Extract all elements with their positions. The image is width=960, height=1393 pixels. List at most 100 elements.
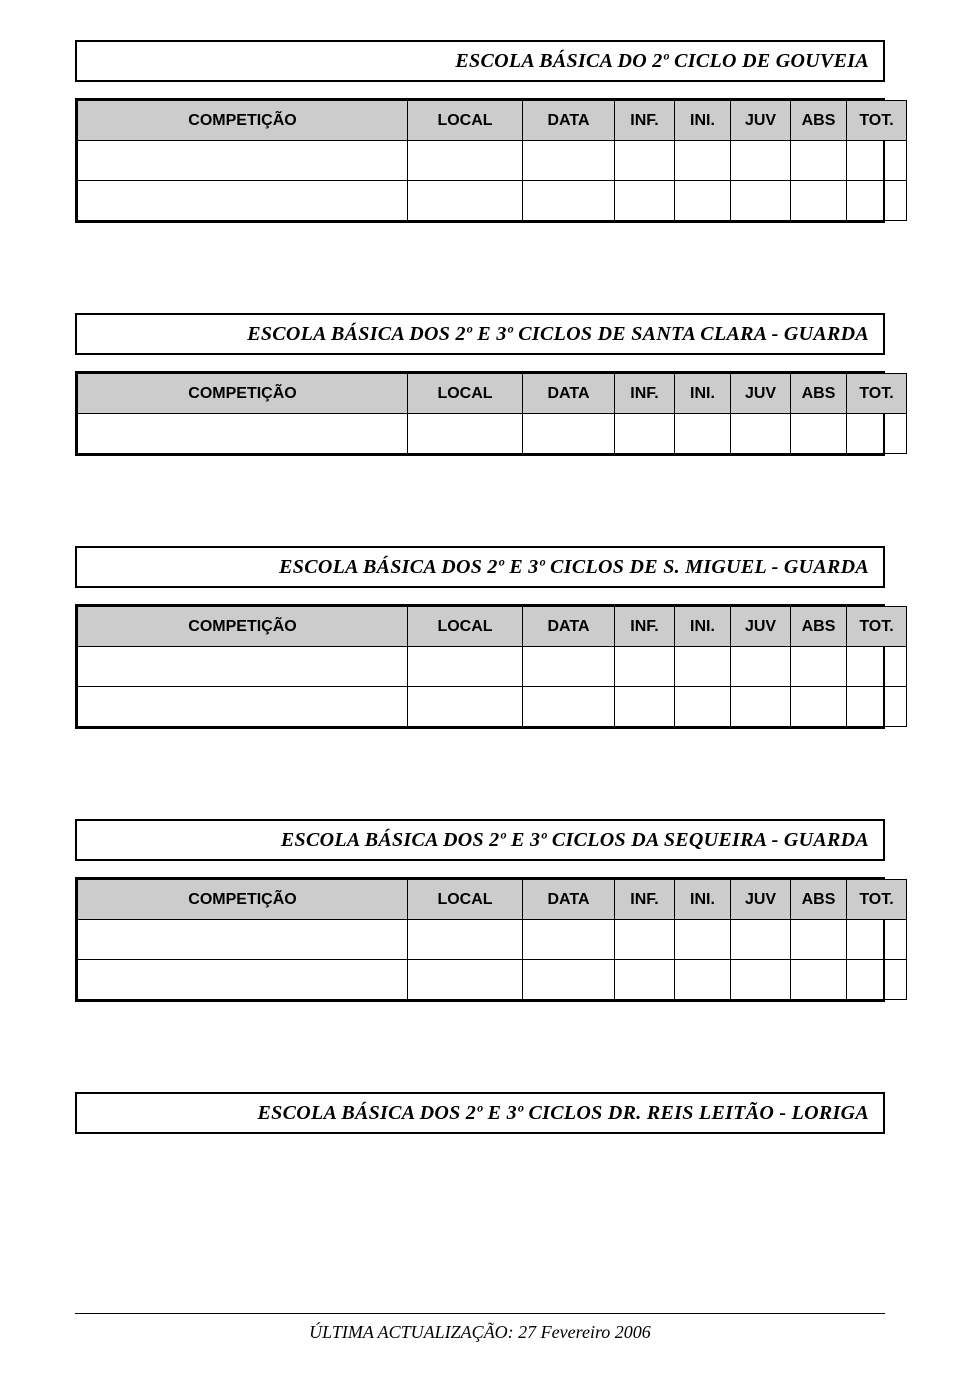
col-header-local: LOCAL — [408, 880, 523, 920]
footer-text: ÚLTIMA ACTUALIZAÇÃO: 27 Fevereiro 2006 — [75, 1322, 885, 1343]
col-header-data: DATA — [523, 374, 615, 414]
section-title: ESCOLA BÁSICA DOS 2º E 3º CICLOS DR. REI… — [75, 1092, 885, 1134]
col-header-competio: COMPETIÇÃO — [78, 880, 408, 920]
cell — [675, 141, 731, 181]
cell — [731, 414, 791, 454]
cell — [847, 141, 907, 181]
col-header-juv: JUV — [731, 607, 791, 647]
cell — [523, 181, 615, 221]
spacer — [75, 588, 885, 604]
cell — [523, 920, 615, 960]
table-row — [78, 687, 907, 727]
col-header-abs: ABS — [791, 880, 847, 920]
cell — [847, 647, 907, 687]
section-gap — [75, 729, 885, 819]
col-header-juv: JUV — [731, 880, 791, 920]
col-header-data: DATA — [523, 101, 615, 141]
cell — [523, 960, 615, 1000]
cell — [78, 141, 408, 181]
col-header-tot: TOT. — [847, 607, 907, 647]
col-header-local: LOCAL — [408, 374, 523, 414]
cell — [78, 181, 408, 221]
col-header-data: DATA — [523, 880, 615, 920]
data-table: COMPETIÇÃOLOCALDATAINF.INI.JUVABSTOT. — [75, 371, 885, 456]
cell — [523, 687, 615, 727]
col-header-inf: INF. — [615, 880, 675, 920]
col-header-tot: TOT. — [847, 880, 907, 920]
cell — [408, 181, 523, 221]
cell — [731, 647, 791, 687]
cell — [615, 920, 675, 960]
cell — [731, 141, 791, 181]
data-table: COMPETIÇÃOLOCALDATAINF.INI.JUVABSTOT. — [75, 877, 885, 1002]
cell — [731, 960, 791, 1000]
col-header-ini: INI. — [675, 374, 731, 414]
col-header-abs: ABS — [791, 374, 847, 414]
col-header-juv: JUV — [731, 374, 791, 414]
cell — [847, 414, 907, 454]
cell — [791, 414, 847, 454]
section-title: ESCOLA BÁSICA DOS 2º E 3º CICLOS DE SANT… — [75, 313, 885, 355]
col-header-ini: INI. — [675, 607, 731, 647]
col-header-competio: COMPETIÇÃO — [78, 607, 408, 647]
cell — [78, 687, 408, 727]
section-gap — [75, 1002, 885, 1092]
spacer — [75, 355, 885, 371]
cell — [675, 687, 731, 727]
col-header-competio: COMPETIÇÃO — [78, 374, 408, 414]
table-row — [78, 414, 907, 454]
cell — [78, 414, 408, 454]
cell — [731, 687, 791, 727]
cell — [408, 141, 523, 181]
col-header-local: LOCAL — [408, 607, 523, 647]
cell — [615, 414, 675, 454]
section-title: ESCOLA BÁSICA DOS 2º E 3º CICLOS DA SEQU… — [75, 819, 885, 861]
cell — [847, 181, 907, 221]
col-header-tot: TOT. — [847, 101, 907, 141]
cell — [523, 647, 615, 687]
cell — [408, 414, 523, 454]
section-title: ESCOLA BÁSICA DOS 2º E 3º CICLOS DE S. M… — [75, 546, 885, 588]
cell — [791, 181, 847, 221]
cell — [615, 141, 675, 181]
section-title: ESCOLA BÁSICA DO 2º CICLO DE GOUVEIA — [75, 40, 885, 82]
cell — [78, 960, 408, 1000]
cell — [791, 687, 847, 727]
cell — [675, 960, 731, 1000]
cell — [408, 687, 523, 727]
cell — [78, 920, 408, 960]
spacer — [75, 82, 885, 98]
section-gap — [75, 456, 885, 546]
cell — [615, 647, 675, 687]
col-header-inf: INF. — [615, 101, 675, 141]
col-header-tot: TOT. — [847, 374, 907, 414]
cell — [847, 687, 907, 727]
col-header-juv: JUV — [731, 101, 791, 141]
cell — [523, 141, 615, 181]
col-header-abs: ABS — [791, 607, 847, 647]
footer-divider — [75, 1313, 885, 1314]
table-row — [78, 960, 907, 1000]
cell — [615, 687, 675, 727]
col-header-ini: INI. — [675, 101, 731, 141]
cell — [675, 920, 731, 960]
data-table: COMPETIÇÃOLOCALDATAINF.INI.JUVABSTOT. — [75, 98, 885, 223]
cell — [791, 920, 847, 960]
cell — [408, 960, 523, 1000]
cell — [615, 960, 675, 1000]
cell — [791, 141, 847, 181]
cell — [731, 920, 791, 960]
cell — [78, 647, 408, 687]
data-table: COMPETIÇÃOLOCALDATAINF.INI.JUVABSTOT. — [75, 604, 885, 729]
col-header-local: LOCAL — [408, 101, 523, 141]
cell — [847, 960, 907, 1000]
cell — [615, 181, 675, 221]
col-header-inf: INF. — [615, 607, 675, 647]
table-row — [78, 181, 907, 221]
page-footer: ÚLTIMA ACTUALIZAÇÃO: 27 Fevereiro 2006 — [75, 1313, 885, 1343]
page: ESCOLA BÁSICA DO 2º CICLO DE GOUVEIA COMP… — [0, 0, 960, 1393]
sections-container: ESCOLA BÁSICA DO 2º CICLO DE GOUVEIA COMP… — [75, 40, 885, 1134]
cell — [791, 960, 847, 1000]
cell — [408, 920, 523, 960]
cell — [675, 414, 731, 454]
